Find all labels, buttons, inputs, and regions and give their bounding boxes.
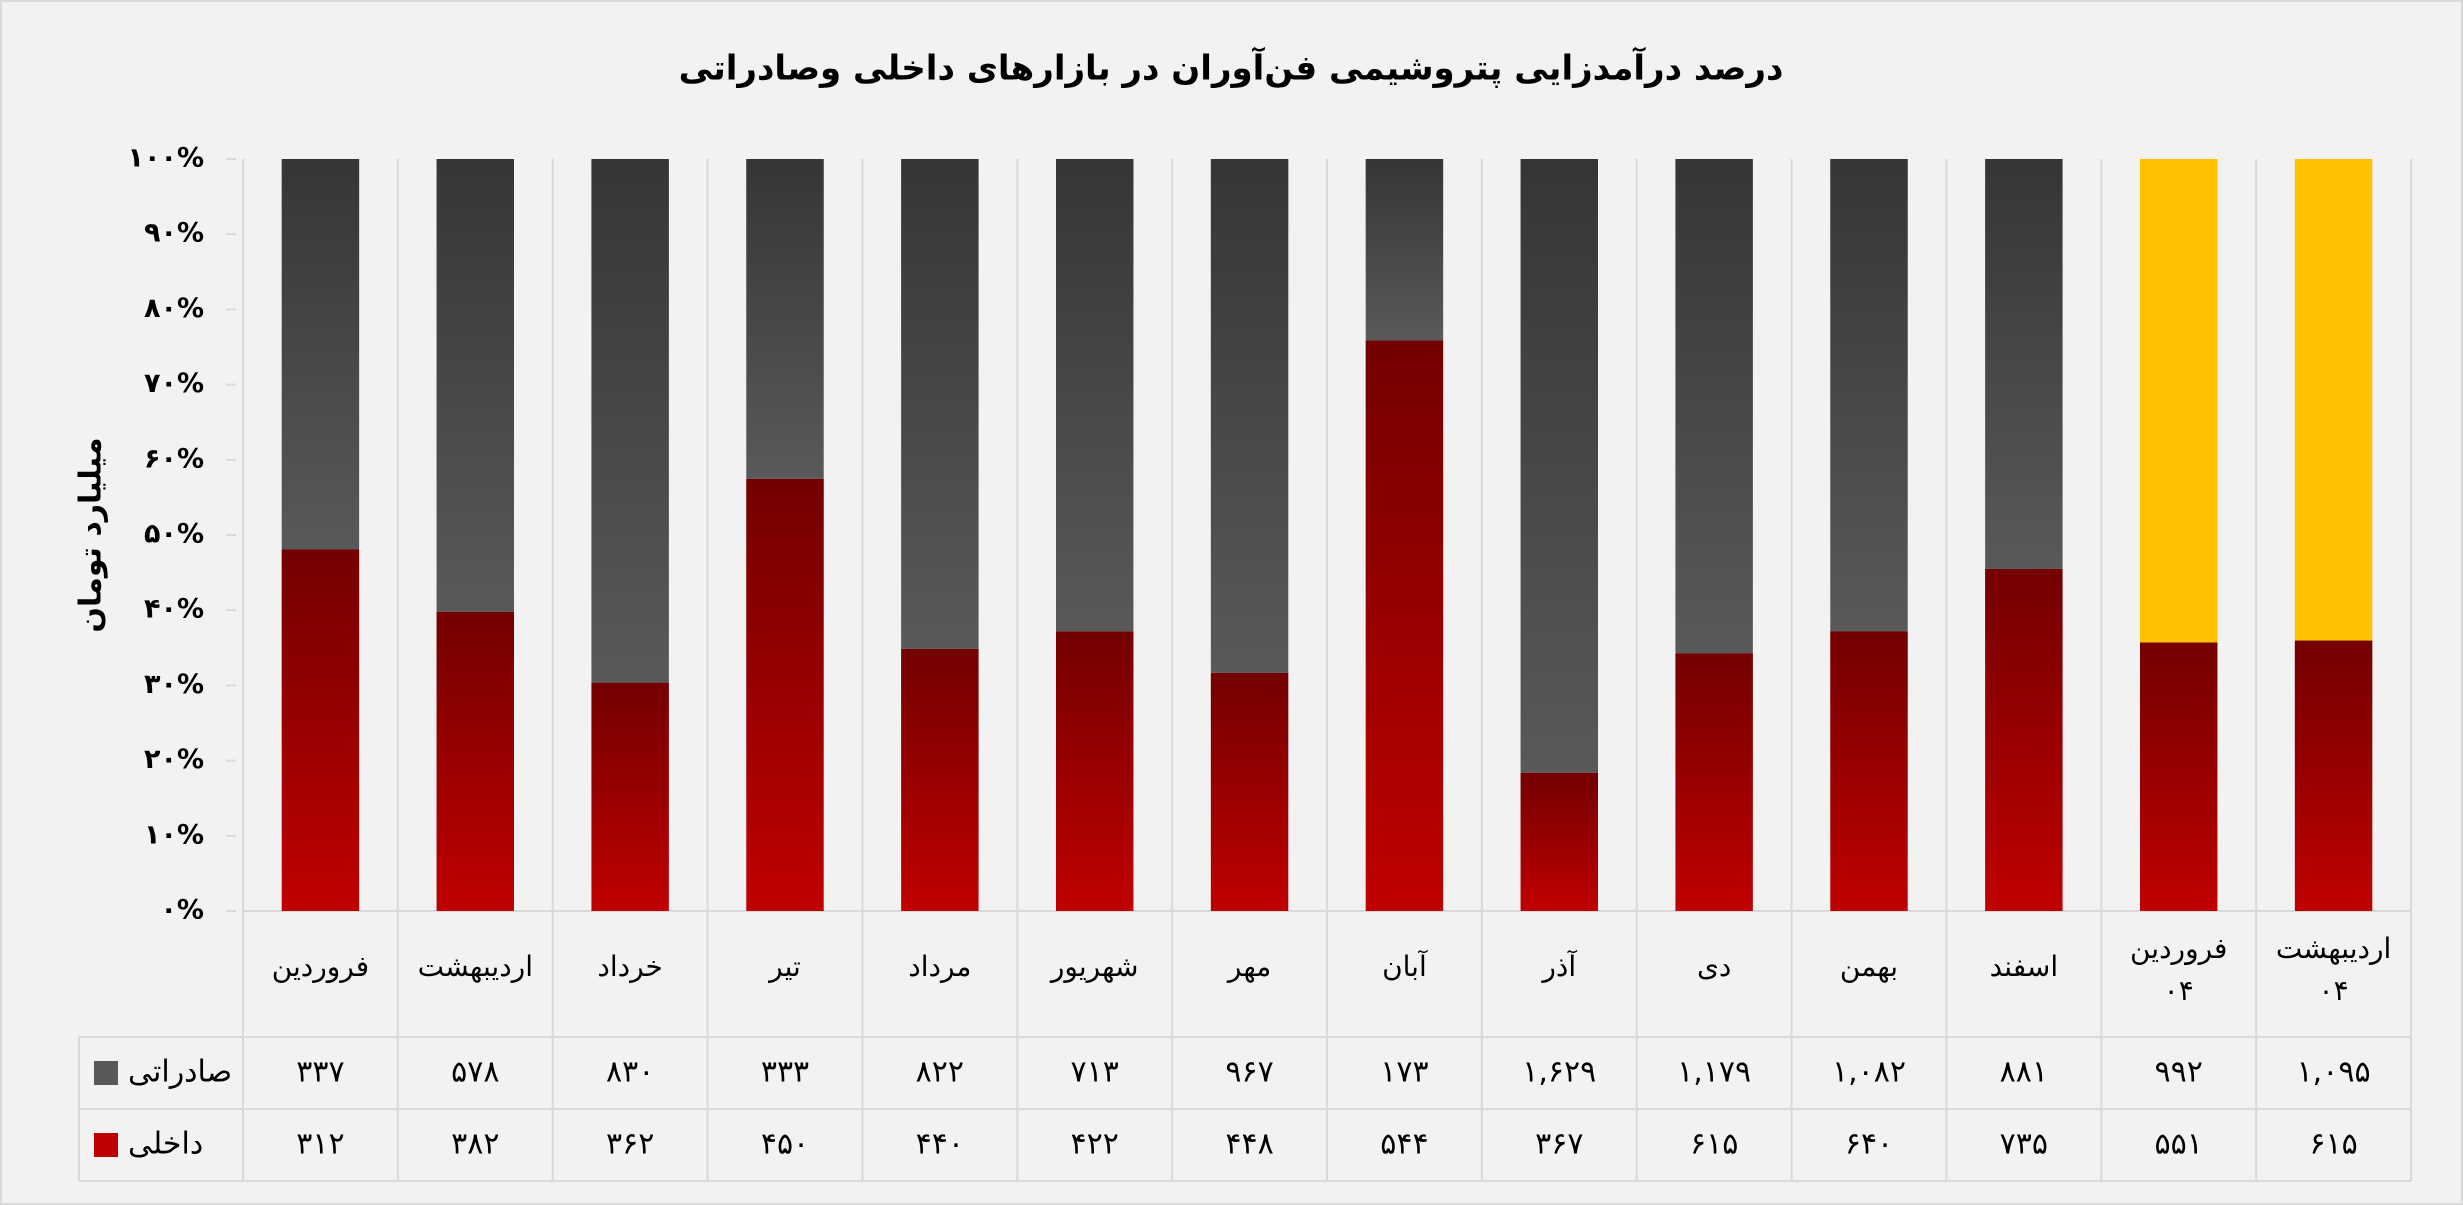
- bar-shade: [1520, 772, 1598, 911]
- table-value: ۳۶۷: [1535, 1127, 1583, 1162]
- bar-shade: [901, 159, 979, 649]
- bar-shade: [591, 159, 669, 683]
- bar-shade: [1365, 159, 1444, 341]
- table-value: ۳۱۲: [296, 1127, 344, 1162]
- y-tick-label: ۴۰%: [144, 594, 204, 625]
- bar-shade: [1520, 159, 1598, 773]
- bar-shade: [1210, 672, 1289, 911]
- table-value: ۹۶۷: [1225, 1055, 1273, 1090]
- table-value: ۵۵۱: [2155, 1127, 2203, 1162]
- x-tick-label: فروردین: [272, 950, 369, 983]
- bar-segment: [2140, 159, 2218, 643]
- x-tick-label: مرداد: [908, 950, 971, 983]
- table-value: ۳۶۲: [606, 1127, 654, 1162]
- table-value: ۳۸۲: [451, 1127, 499, 1162]
- table-value: ۵۷۸: [451, 1055, 499, 1090]
- x-tick-label: آبان: [1382, 950, 1428, 983]
- x-tick-label: اردیبهشت ۰۴: [2276, 932, 2391, 1007]
- y-tick-label: ۳۰%: [144, 669, 204, 700]
- table-value: ۱,۰۸۲: [1832, 1055, 1906, 1090]
- x-tick-label: بهمن: [1840, 950, 1898, 983]
- x-tick-label: خرداد: [597, 950, 662, 983]
- legend-label: داخلی: [128, 1127, 203, 1162]
- bar-shade: [436, 611, 514, 911]
- bar-shade: [901, 648, 979, 911]
- bar-shade: [1830, 631, 1908, 911]
- bar-shade: [1985, 159, 2063, 569]
- table-value: ۱,۱۷۹: [1677, 1055, 1751, 1090]
- y-tick-label: ۵۰%: [144, 519, 204, 550]
- table-value: ۴۲۲: [1071, 1127, 1119, 1162]
- table-value: ۵۴۴: [1380, 1127, 1428, 1162]
- x-tick-label: تیر: [767, 950, 801, 983]
- bar-shade: [2294, 640, 2373, 911]
- y-tick-label: ۸۰%: [144, 293, 204, 324]
- y-tick-label: ۱۰۰%: [128, 143, 205, 174]
- legend-swatch: [94, 1061, 118, 1085]
- table-value: ۴۴۰: [916, 1127, 964, 1162]
- bar-shade: [1056, 159, 1134, 632]
- bar-shade: [2140, 642, 2218, 911]
- y-axis-label: میلیارد تومان: [74, 437, 109, 632]
- table-value: ۸۸۱: [2000, 1055, 2048, 1090]
- x-tick-label: دی: [1697, 950, 1731, 983]
- table-value: ۶۱۵: [1690, 1127, 1738, 1162]
- bar-shade: [1365, 340, 1444, 911]
- table-value: ۶۴۰: [1845, 1127, 1893, 1162]
- table-value: ۴۴۸: [1225, 1127, 1273, 1162]
- table-value: ۴۵۰: [761, 1127, 809, 1162]
- table-value: ۳۳۳: [761, 1055, 809, 1090]
- bar-shade: [281, 159, 360, 550]
- table-value: ۷۱۳: [1071, 1055, 1119, 1090]
- y-tick-label: ۷۰%: [144, 368, 204, 399]
- legend-label: صادراتی: [128, 1055, 232, 1090]
- bar-shade: [1675, 653, 1753, 911]
- bar-shade: [1210, 159, 1289, 673]
- x-tick-label: اسفند: [1990, 950, 2059, 983]
- y-tick-label: ۹۰%: [144, 218, 204, 249]
- bar-shade: [436, 159, 514, 612]
- y-tick-label: ۲۰%: [144, 744, 204, 775]
- table-value: ۱۷۳: [1380, 1055, 1428, 1090]
- x-tick-label: آذر: [1540, 950, 1577, 983]
- bar-shade: [746, 478, 824, 911]
- table-value: ۹۹۲: [2155, 1055, 2203, 1090]
- bar-shade: [591, 682, 669, 911]
- bar-shade: [746, 159, 824, 479]
- y-tick-label: ۶۰%: [144, 443, 204, 474]
- table-value: ۳۳۷: [296, 1055, 344, 1090]
- y-tick-label: ۱۰%: [144, 819, 204, 850]
- table-value: ۸۲۲: [916, 1055, 964, 1090]
- bar-shade: [1675, 159, 1753, 654]
- chart-title: درصد درآمدزایی پتروشیمی فن‌آوران در بازا…: [679, 47, 1784, 89]
- table-value: ۷۳۵: [2000, 1127, 2048, 1162]
- bar-shade: [1056, 631, 1134, 911]
- bar-shade: [1830, 159, 1908, 632]
- y-tick-label: ۰%: [160, 895, 204, 926]
- x-tick-label: اردیبهشت: [418, 950, 533, 983]
- bar-shade: [281, 549, 360, 911]
- legend-swatch: [94, 1133, 118, 1157]
- bar-shade: [1985, 568, 2063, 911]
- x-tick-label: شهریور: [1049, 950, 1139, 983]
- table-value: ۱,۰۹۵: [2297, 1055, 2371, 1090]
- x-tick-label: فروردین ۰۴: [2130, 932, 2227, 1007]
- bar-segment: [2294, 159, 2373, 641]
- table-value: ۶۱۵: [2309, 1127, 2357, 1162]
- table-value: ۱,۶۲۹: [1522, 1055, 1596, 1090]
- table-value: ۸۳۰: [606, 1055, 654, 1090]
- x-tick-label: مهر: [1226, 950, 1271, 983]
